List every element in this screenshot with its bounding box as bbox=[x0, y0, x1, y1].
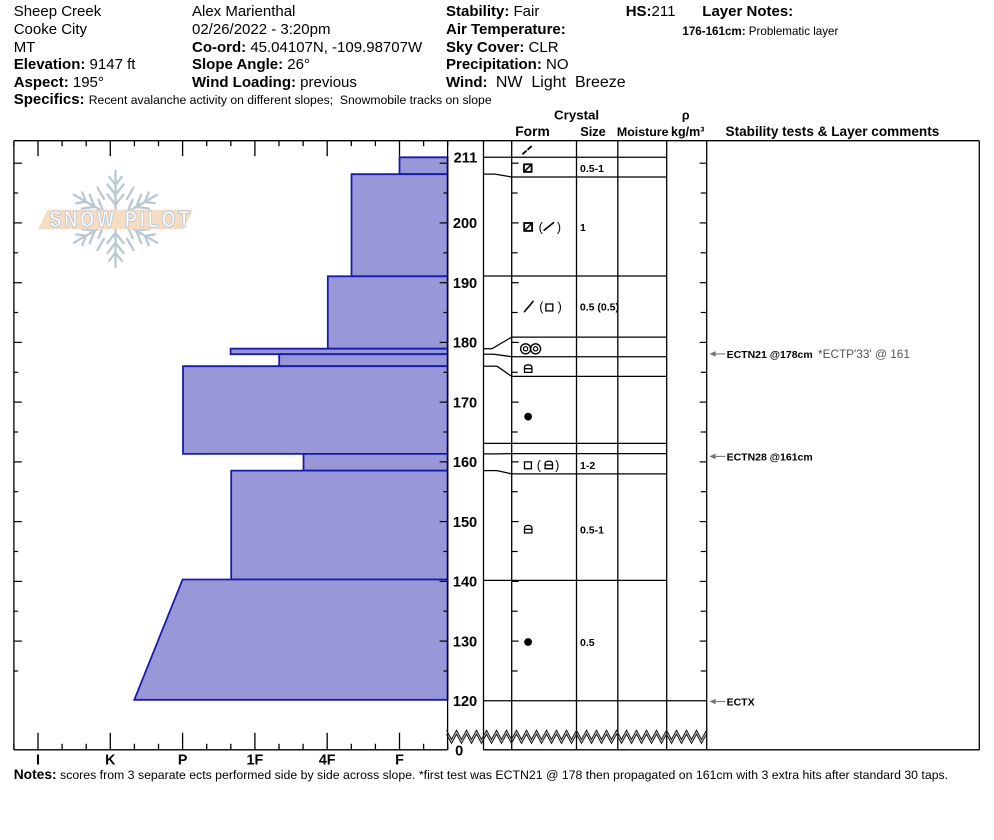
svg-text:Size: Size bbox=[580, 124, 606, 139]
svg-text:0.5: 0.5 bbox=[580, 637, 595, 649]
svg-text:170: 170 bbox=[453, 395, 477, 411]
svg-text:120: 120 bbox=[453, 694, 477, 710]
svg-text:I: I bbox=[36, 753, 40, 769]
svg-text:ECTX: ECTX bbox=[727, 697, 755, 709]
svg-text:): ) bbox=[558, 300, 562, 314]
svg-text:0.5-1: 0.5-1 bbox=[580, 525, 604, 537]
svg-text:F: F bbox=[395, 753, 404, 769]
svg-text:): ) bbox=[555, 459, 559, 473]
svg-text:130: 130 bbox=[453, 634, 477, 650]
svg-text:150: 150 bbox=[453, 515, 477, 531]
svg-text:1-2: 1-2 bbox=[580, 460, 595, 472]
svg-text:Moisture: Moisture bbox=[617, 125, 669, 139]
svg-text:SNOW PILOT: SNOW PILOT bbox=[50, 207, 193, 233]
svg-text:180: 180 bbox=[453, 336, 477, 352]
svg-text:P: P bbox=[178, 753, 188, 769]
svg-text:1F: 1F bbox=[247, 753, 264, 769]
svg-text:0.5-1: 0.5-1 bbox=[580, 163, 604, 175]
svg-text:1: 1 bbox=[580, 222, 586, 234]
svg-text:*ECTP'33' @ 161: *ECTP'33' @ 161 bbox=[818, 347, 910, 361]
svg-text:4F: 4F bbox=[319, 753, 336, 769]
svg-text:160: 160 bbox=[453, 455, 477, 471]
svg-text:190: 190 bbox=[453, 276, 477, 292]
svg-text:): ) bbox=[557, 221, 561, 235]
svg-text:211: 211 bbox=[454, 150, 478, 166]
svg-text:140: 140 bbox=[453, 575, 477, 591]
svg-text:(: ( bbox=[539, 221, 544, 235]
svg-text:kg/m³: kg/m³ bbox=[671, 125, 704, 139]
svg-text:200: 200 bbox=[453, 216, 477, 232]
svg-text:Form: Form bbox=[515, 124, 550, 139]
svg-text:Crystal: Crystal bbox=[554, 107, 599, 122]
svg-text:Stability tests & Layer commen: Stability tests & Layer comments bbox=[726, 124, 940, 139]
svg-text:K: K bbox=[105, 753, 116, 769]
svg-text:0: 0 bbox=[455, 743, 463, 759]
svg-text:ρ: ρ bbox=[682, 108, 690, 122]
svg-text:(: ( bbox=[537, 459, 542, 473]
svg-text:ECTN21 @178cm: ECTN21 @178cm bbox=[727, 349, 813, 361]
svg-text:(: ( bbox=[539, 300, 544, 314]
svg-text:ECTN28 @161cm: ECTN28 @161cm bbox=[727, 451, 813, 463]
svg-text:0.5 (0.5): 0.5 (0.5) bbox=[580, 302, 619, 314]
